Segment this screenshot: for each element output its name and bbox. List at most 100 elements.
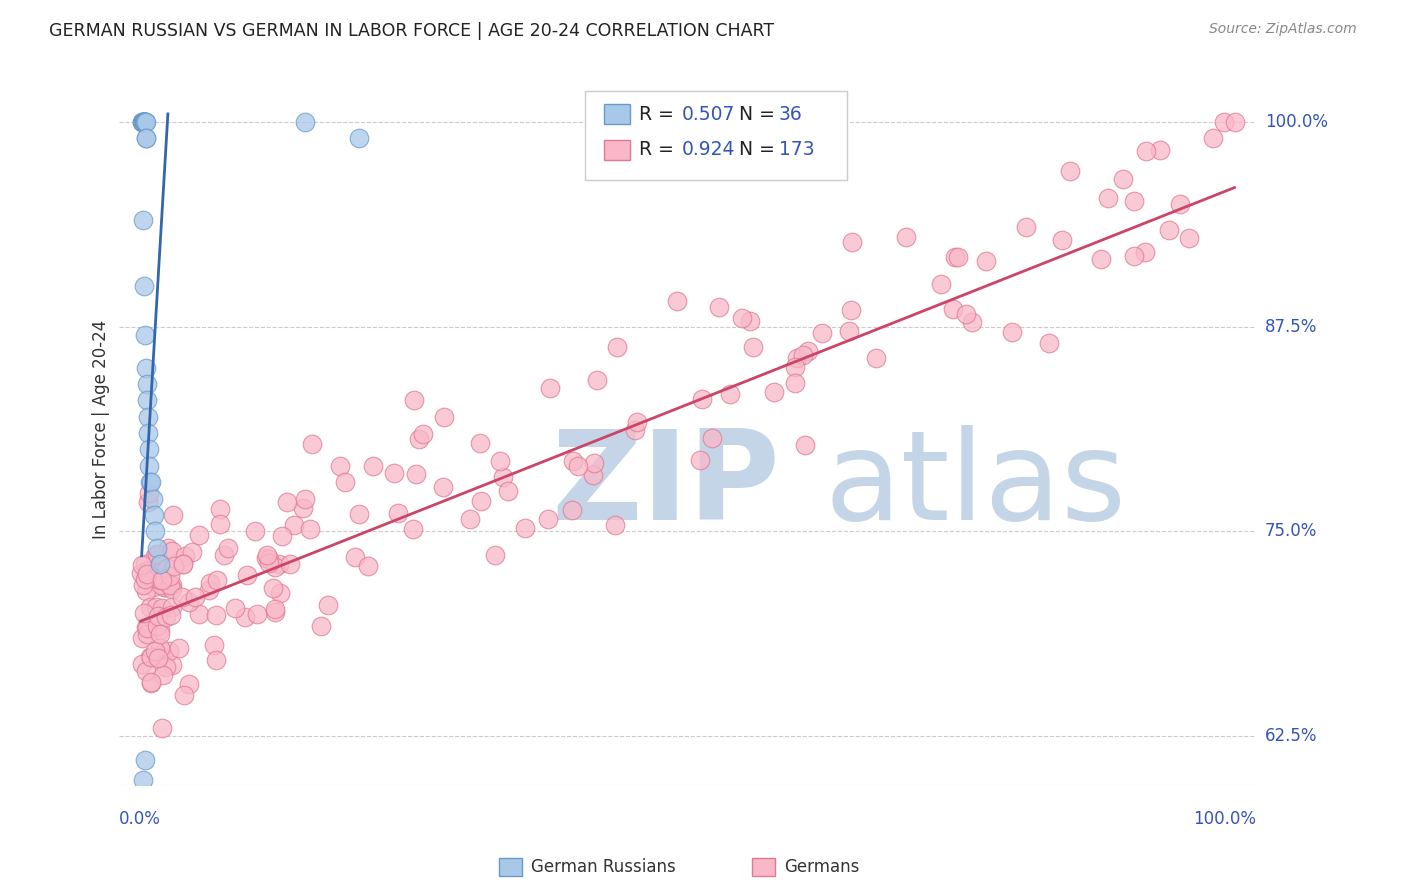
Point [136, 495, 159, 509]
Point [170, 590, 193, 604]
Point [839, 302, 862, 317]
Point [132, 213, 155, 227]
Point [294, 491, 316, 506]
Point [157, 643, 180, 657]
Point [149, 623, 172, 637]
Point [363, 459, 385, 474]
Point [135, 664, 157, 678]
Point [145, 600, 167, 615]
Point [865, 351, 887, 365]
Point [583, 456, 606, 470]
Point [384, 466, 406, 480]
Point [159, 568, 181, 582]
Point [152, 574, 174, 588]
Point [136, 393, 159, 408]
Point [666, 293, 689, 308]
Point [162, 577, 184, 591]
Point [797, 343, 820, 358]
Point [136, 564, 159, 578]
Text: 100.0%: 100.0% [1265, 113, 1327, 131]
Point [153, 580, 176, 594]
Point [132, 115, 155, 129]
Point [283, 517, 305, 532]
Point [299, 522, 322, 536]
Point [160, 607, 183, 622]
Point [536, 511, 558, 525]
Point [134, 115, 156, 129]
Text: 62.5%: 62.5% [1265, 727, 1317, 745]
Point [562, 453, 585, 467]
Point [263, 602, 285, 616]
Point [700, 431, 723, 445]
Point [138, 485, 160, 500]
Bar [605, 104, 630, 124]
Point [1168, 197, 1191, 211]
Point [142, 580, 165, 594]
Point [946, 250, 969, 264]
Point [162, 599, 184, 614]
Text: N =: N = [738, 104, 780, 124]
Point [139, 650, 162, 665]
Point [1090, 252, 1112, 267]
Point [960, 315, 983, 329]
Point [810, 326, 832, 340]
Text: German Russians: German Russians [531, 858, 676, 876]
Text: 173: 173 [779, 140, 814, 160]
Point [301, 437, 323, 451]
Point [294, 115, 316, 129]
Point [146, 553, 169, 567]
Point [134, 753, 156, 767]
Point [142, 491, 165, 506]
Point [205, 574, 228, 588]
Point [139, 674, 162, 689]
Point [742, 340, 765, 354]
Point [246, 607, 269, 622]
Point [135, 627, 157, 641]
Point [224, 601, 246, 615]
Point [740, 314, 762, 328]
Point [132, 115, 155, 129]
Point [155, 610, 177, 624]
FancyBboxPatch shape [585, 91, 846, 180]
Text: Germans: Germans [785, 858, 860, 876]
Point [142, 571, 165, 585]
Point [172, 558, 194, 572]
Text: 36: 36 [779, 104, 803, 124]
Point [173, 688, 195, 702]
Point [129, 566, 152, 581]
Point [149, 573, 172, 587]
Point [217, 541, 239, 555]
Point [205, 607, 228, 622]
Point [343, 549, 366, 564]
Point [709, 300, 731, 314]
Point [163, 559, 186, 574]
Point [150, 601, 173, 615]
Point [942, 301, 965, 316]
Point [838, 324, 860, 338]
Point [160, 543, 183, 558]
Point [1059, 164, 1081, 178]
Point [205, 653, 228, 667]
Point [159, 578, 181, 592]
Point [131, 558, 153, 573]
Point [148, 651, 170, 665]
Text: 0.924: 0.924 [682, 140, 735, 160]
Point [142, 508, 165, 522]
Point [254, 550, 277, 565]
Point [134, 557, 156, 571]
Point [262, 581, 284, 595]
Point [311, 619, 333, 633]
Point [1050, 233, 1073, 247]
Text: 0.0%: 0.0% [118, 810, 160, 828]
Point [263, 560, 285, 574]
Point [492, 470, 515, 484]
Point [762, 385, 785, 400]
Point [152, 668, 174, 682]
Point [692, 392, 714, 407]
Point [1159, 222, 1181, 236]
Point [160, 582, 183, 597]
Point [489, 454, 512, 468]
Point [1178, 231, 1201, 245]
Text: ZIP: ZIP [551, 425, 780, 547]
Point [136, 425, 159, 440]
